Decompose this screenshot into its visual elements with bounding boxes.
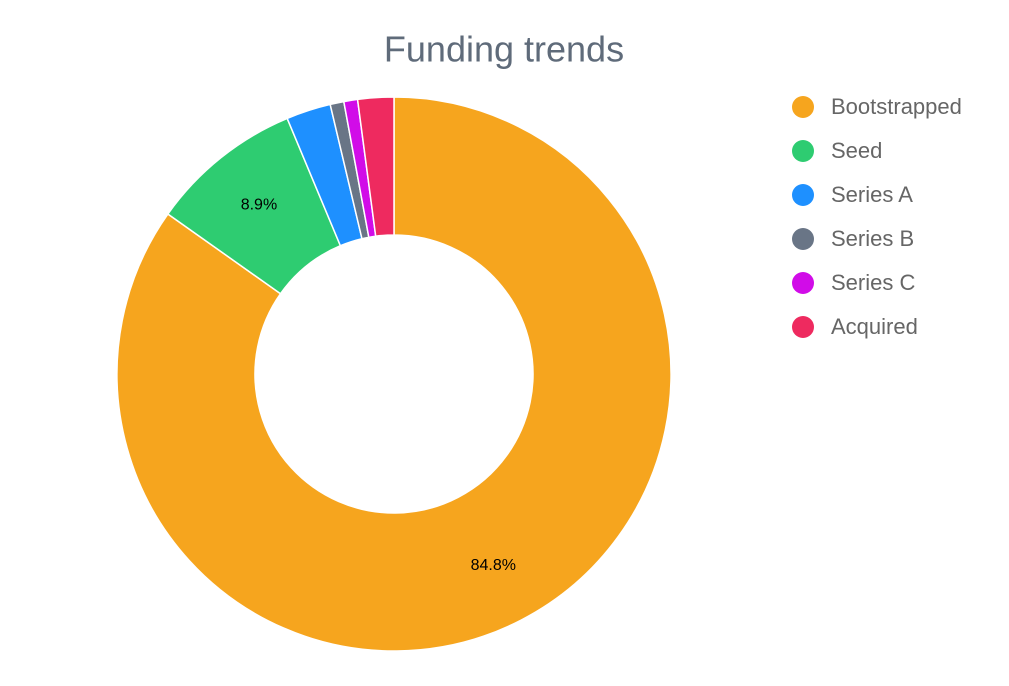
- legend-label[interactable]: Series A: [831, 182, 913, 207]
- legend-marker[interactable]: [792, 184, 814, 206]
- legend-label[interactable]: Bootstrapped: [831, 94, 962, 119]
- data-label: 84.8%: [471, 557, 516, 574]
- legend-marker[interactable]: [792, 272, 814, 294]
- legend-marker[interactable]: [792, 228, 814, 250]
- legend-label[interactable]: Series C: [831, 270, 915, 295]
- chart-title: Funding trends: [384, 29, 624, 70]
- legend-label[interactable]: Acquired: [831, 314, 918, 339]
- legend-label[interactable]: Series B: [831, 226, 914, 251]
- slice: [116, 96, 672, 652]
- legend-marker[interactable]: [792, 316, 814, 338]
- legend-label[interactable]: Seed: [831, 138, 882, 163]
- slice: [356, 96, 395, 238]
- legend-marker[interactable]: [792, 96, 814, 118]
- legend-marker[interactable]: [792, 140, 814, 162]
- data-label: 8.9%: [241, 197, 277, 214]
